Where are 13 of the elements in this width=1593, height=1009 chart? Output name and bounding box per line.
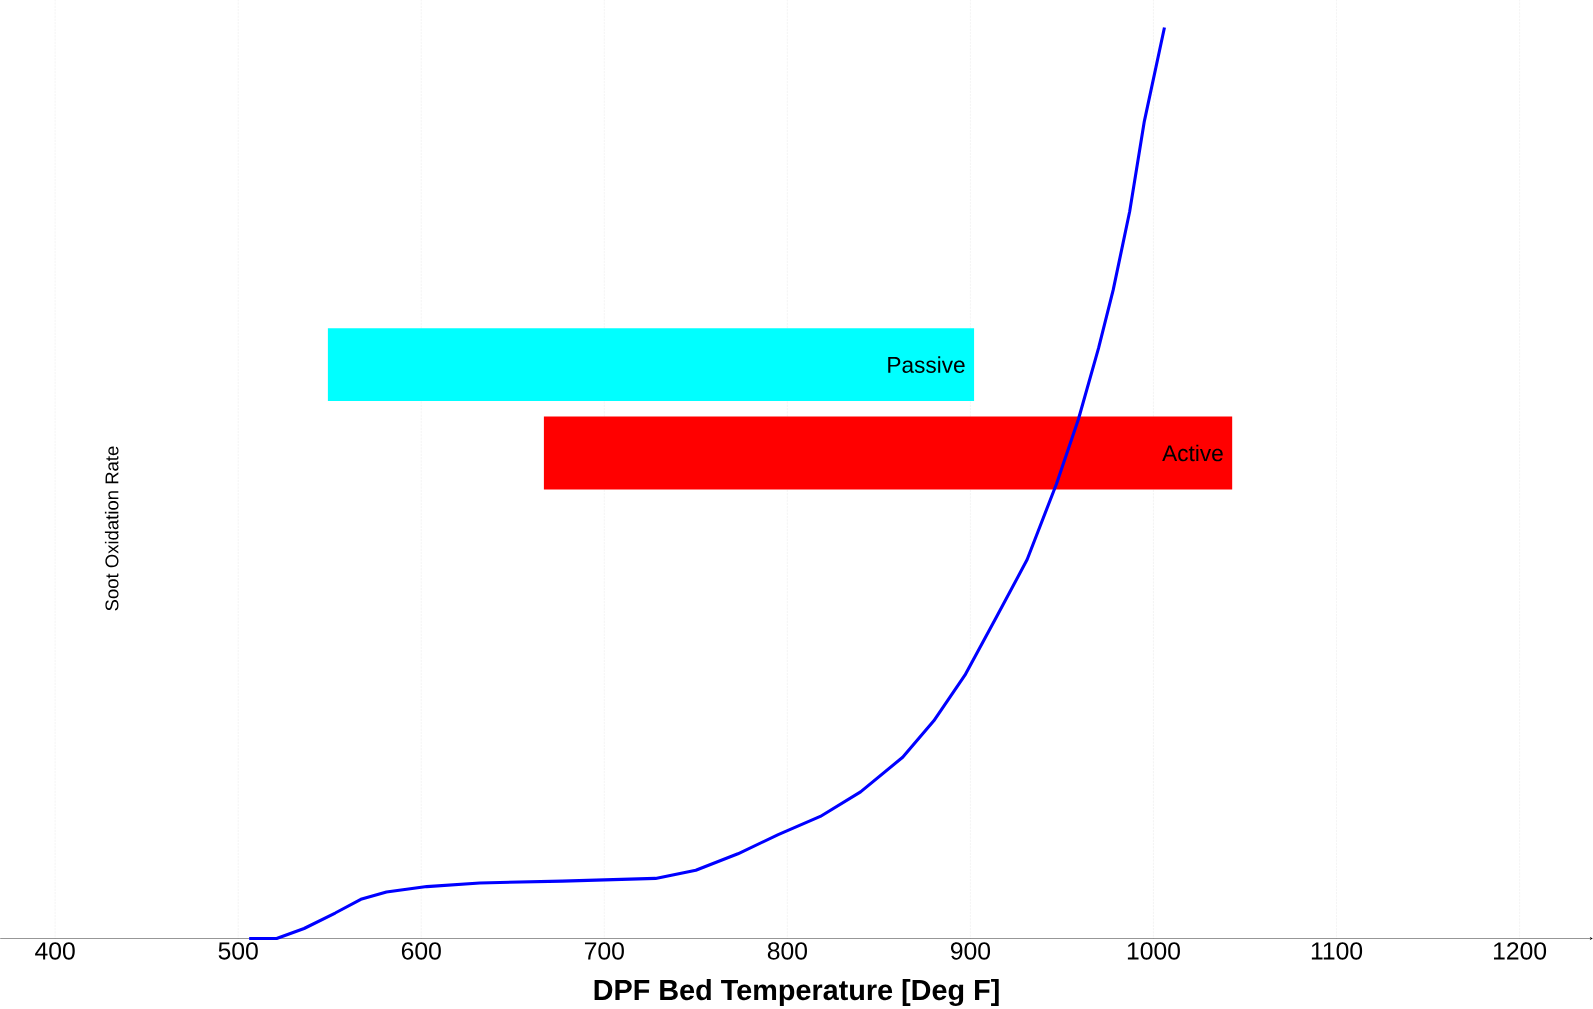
x-tick-label: 700 <box>584 941 624 960</box>
x-tick-label: 800 <box>767 941 807 960</box>
x-axis-title: DPF Bed Temperature [Deg F] <box>594 978 999 1006</box>
band-label: Active <box>1162 444 1223 462</box>
x-tick-label: 500 <box>218 941 258 960</box>
x-tick-label: 1200 <box>1494 941 1547 960</box>
x-tick-label: 600 <box>401 941 441 960</box>
band-label: Passive <box>888 356 965 373</box>
x-tick-label: 400 <box>35 941 75 960</box>
x-tick-label: 1100 <box>1311 941 1363 960</box>
x-tick-label: 1000 <box>1127 941 1180 960</box>
y-axis-title: Soot Oxidation Rate <box>104 446 119 611</box>
x-tick-label: 900 <box>950 941 991 960</box>
